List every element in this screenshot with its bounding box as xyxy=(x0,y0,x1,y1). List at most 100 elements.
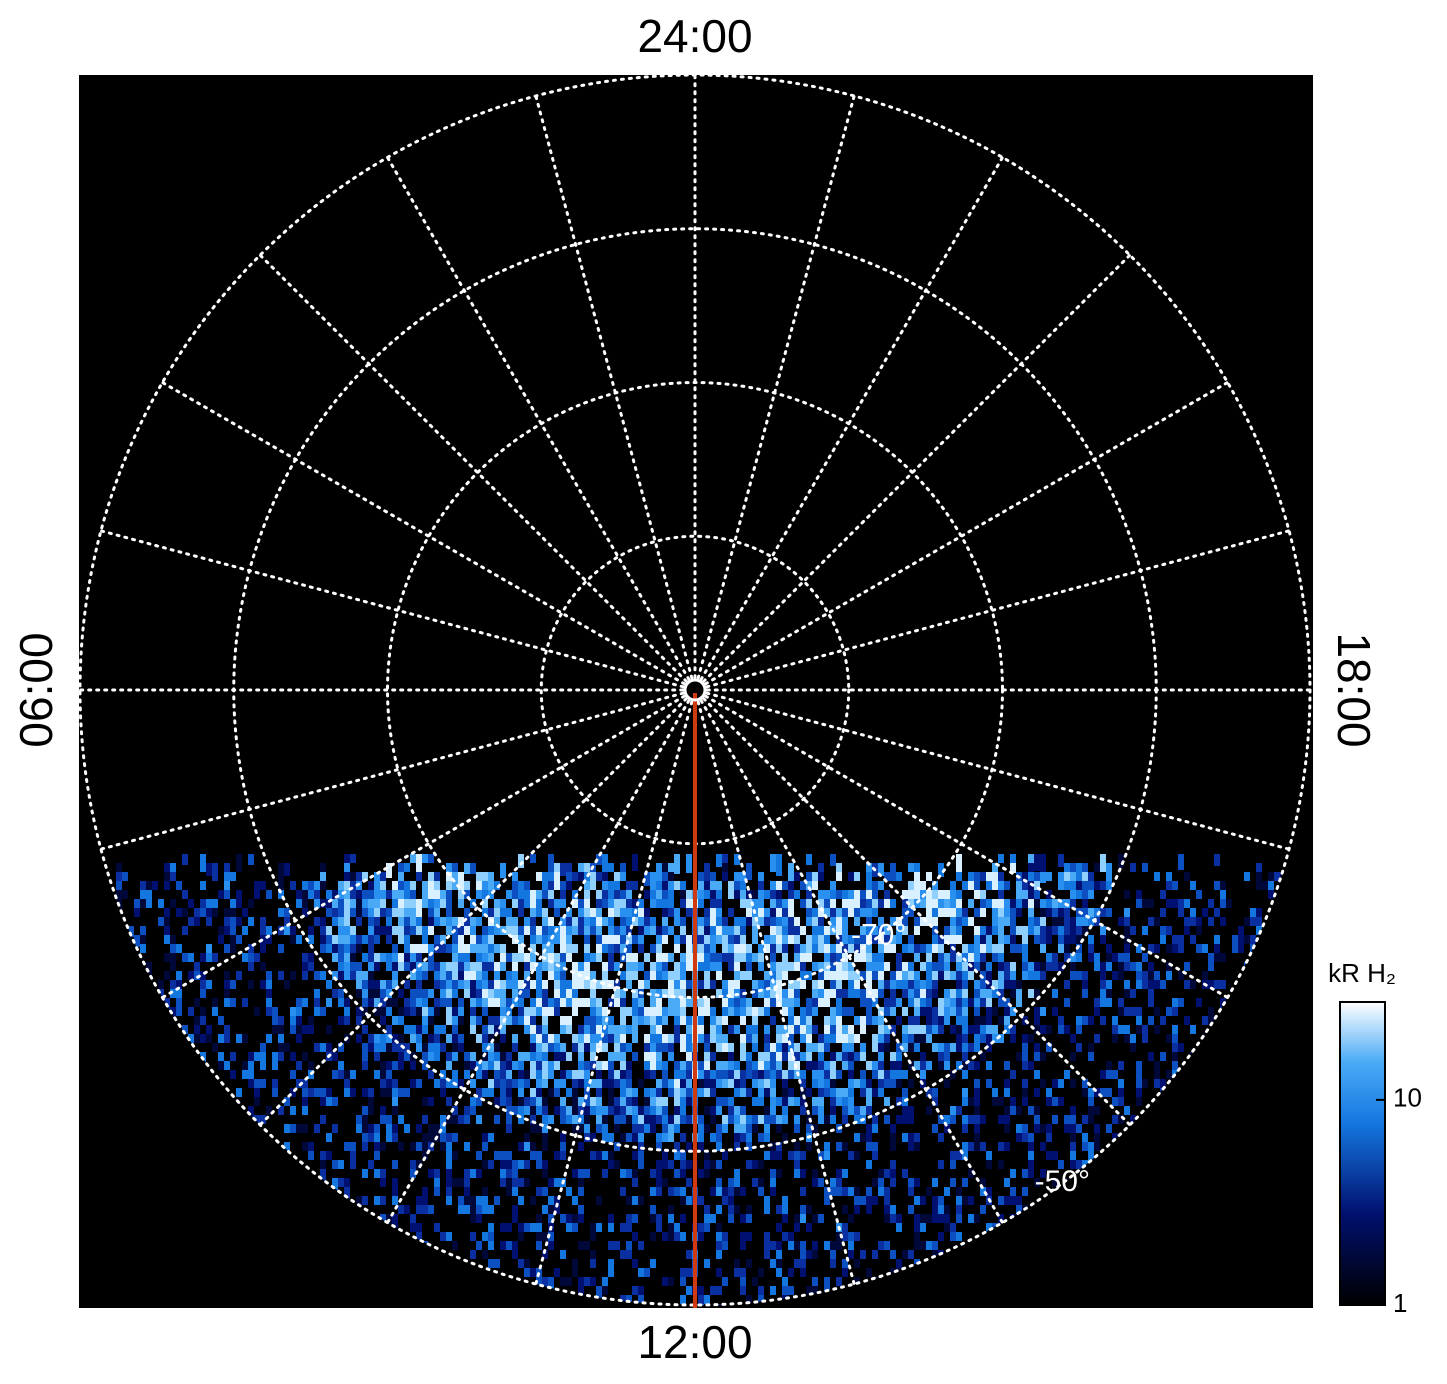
emission-cell xyxy=(872,908,878,925)
emission-cell xyxy=(170,863,176,872)
emission-cell xyxy=(854,881,860,891)
emission-cell xyxy=(380,890,386,901)
emission-cell xyxy=(872,1115,878,1124)
emission-cell xyxy=(1088,1016,1094,1025)
emission-cell xyxy=(1154,926,1160,943)
emission-cell xyxy=(458,908,464,922)
emission-cell xyxy=(476,962,482,977)
emission-cell xyxy=(560,1016,566,1033)
emission-cell xyxy=(686,944,692,955)
emission-cell xyxy=(1046,998,1052,1011)
emission-cell xyxy=(806,944,812,960)
emission-cell xyxy=(1214,953,1220,970)
emission-cell xyxy=(650,1079,656,1089)
emission-cell xyxy=(1112,1052,1118,1062)
emission-cell xyxy=(806,917,812,926)
emission-cell xyxy=(584,917,590,928)
emission-cell xyxy=(326,908,332,925)
emission-cell xyxy=(338,926,344,942)
emission-cell xyxy=(1214,971,1220,982)
emission-cell xyxy=(722,971,728,985)
emission-cell xyxy=(614,1070,620,1080)
emission-cell xyxy=(266,890,272,905)
emission-cell xyxy=(662,1007,668,1017)
emission-cell xyxy=(1094,872,1100,888)
emission-cell xyxy=(1058,953,1064,970)
emission-cell xyxy=(452,1043,458,1052)
emission-cell xyxy=(524,1052,530,1061)
emission-cell xyxy=(1190,863,1196,882)
emission-cell xyxy=(428,863,434,877)
emission-cell xyxy=(650,953,656,963)
emission-cell xyxy=(626,980,632,997)
emission-cell xyxy=(680,971,686,983)
emission-cell xyxy=(1202,863,1208,876)
emission-cell xyxy=(956,953,962,967)
emission-cell xyxy=(182,1025,188,1034)
emission-cell xyxy=(350,917,356,934)
emission-cell xyxy=(1238,953,1244,963)
emission-cell xyxy=(1148,989,1154,1003)
emission-cell xyxy=(290,998,296,1008)
emission-cell xyxy=(1016,998,1022,1007)
emission-cell xyxy=(134,881,140,891)
emission-cell xyxy=(848,890,854,907)
emission-cell xyxy=(1118,854,1124,868)
emission-cell xyxy=(596,971,602,984)
emission-cell xyxy=(1226,980,1232,991)
emission-cell xyxy=(884,908,890,925)
emission-cell xyxy=(500,953,506,969)
emission-cell xyxy=(254,1052,260,1061)
emission-cell xyxy=(212,962,218,977)
emission-cell xyxy=(506,944,512,954)
emission-cell xyxy=(356,980,362,992)
emission-cell xyxy=(998,863,1004,880)
emission-cell xyxy=(608,863,614,874)
emission-cell xyxy=(368,926,374,937)
emission-cell xyxy=(1214,962,1220,977)
emission-cell xyxy=(872,944,878,960)
emission-cell xyxy=(1172,863,1178,874)
emission-cell xyxy=(590,1106,596,1116)
emission-cell xyxy=(698,881,704,892)
emission-cell xyxy=(1124,980,1130,992)
emission-cell xyxy=(470,998,476,1015)
emission-cell xyxy=(170,854,176,866)
emission-cell xyxy=(230,953,236,969)
emission-cell xyxy=(326,944,332,958)
emission-cell xyxy=(410,917,416,927)
emission-cell xyxy=(686,1016,692,1030)
emission-cell xyxy=(1130,926,1136,942)
emission-cell xyxy=(974,1016,980,1032)
emission-cell xyxy=(428,998,434,1010)
emission-cell xyxy=(674,944,680,955)
emission-cell xyxy=(884,917,890,933)
emission-cell xyxy=(866,971,872,983)
emission-cell xyxy=(812,917,818,932)
emission-cell xyxy=(890,926,896,943)
emission-cell xyxy=(932,881,938,898)
emission-cell xyxy=(1064,935,1070,950)
emission-cell xyxy=(656,917,662,934)
emission-cell xyxy=(1106,989,1112,1006)
emission-cell xyxy=(1076,863,1082,875)
emission-cell xyxy=(1166,935,1172,950)
emission-cell xyxy=(374,953,380,963)
emission-cell xyxy=(182,917,188,934)
emission-cell xyxy=(932,962,938,976)
emission-cell xyxy=(206,926,212,938)
emission-cell xyxy=(254,935,260,945)
emission-cell xyxy=(1088,944,1094,958)
emission-cell xyxy=(1076,1007,1082,1020)
emission-cell xyxy=(1160,962,1166,976)
emission-cell xyxy=(1028,962,1034,978)
emission-cell xyxy=(710,899,716,908)
emission-cell xyxy=(158,899,164,908)
emission-cell xyxy=(1184,998,1190,1007)
emission-cell xyxy=(200,899,206,914)
emission-cell xyxy=(356,1115,362,1124)
emission-cell xyxy=(218,1043,224,1052)
emission-cell xyxy=(1160,1061,1166,1071)
emission-cell xyxy=(1022,971,1028,985)
